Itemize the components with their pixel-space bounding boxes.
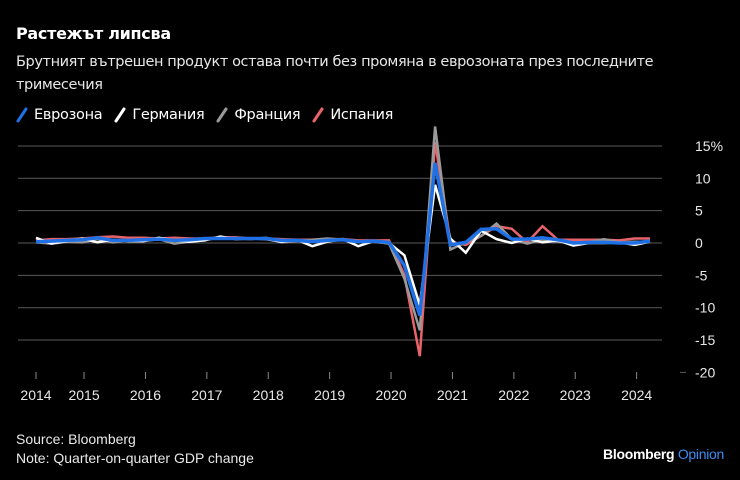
chart-title: Растежът липсва bbox=[16, 24, 171, 43]
y-tick-label: -10 bbox=[695, 300, 715, 316]
germany-line-swatch-icon bbox=[114, 107, 126, 123]
legend-label: Испания bbox=[330, 107, 394, 123]
legend-label: Германия bbox=[132, 107, 205, 123]
legend-item-eurozone: Еврозона bbox=[16, 107, 103, 123]
line-chart-plot: 2014 2015 2016 2017 2018 2019 2020 2021 2022 2023… bbox=[18, 126, 723, 403]
y-tick-label: -20 bbox=[695, 364, 715, 380]
y-tick-label: -15 bbox=[695, 332, 715, 348]
series-line-Франция bbox=[35, 126, 650, 331]
x-tick-label: 2022 bbox=[498, 387, 529, 403]
x-tick-label: 2019 bbox=[314, 387, 345, 403]
x-tick-label: 2023 bbox=[560, 387, 591, 403]
y-tick-label: -5 bbox=[695, 267, 708, 283]
chart-footer: Source: Bloomberg Note: Quarter-on-quart… bbox=[16, 430, 254, 468]
spain-line-swatch-icon bbox=[312, 107, 324, 123]
x-tick-label: 2020 bbox=[375, 387, 406, 403]
y-axis: 15% 10 5 0 -5 -10 -15 -20 bbox=[695, 138, 723, 380]
legend-label: Еврозона bbox=[34, 107, 103, 123]
x-tick-label: 2015 bbox=[68, 387, 99, 403]
legend-item-spain: Испания bbox=[312, 107, 393, 123]
methodology-note: Note: Quarter-on-quarter GDP change bbox=[16, 450, 254, 466]
series-line-Испания bbox=[35, 141, 650, 357]
y-tick-label: 5 bbox=[695, 203, 703, 219]
legend-label: Франция bbox=[234, 107, 301, 123]
brand-section: Opinion bbox=[677, 446, 724, 462]
series-line-Германия bbox=[35, 184, 651, 306]
y-tick-label: 10 bbox=[695, 170, 711, 186]
x-tick-label: 2018 bbox=[253, 387, 284, 403]
france-line-swatch-icon bbox=[216, 107, 228, 123]
chart-subtitle: Брутният вътрешен продукт остава почти б… bbox=[16, 54, 654, 93]
y-gridlines bbox=[18, 145, 686, 373]
series-line-Еврозона bbox=[35, 162, 651, 317]
brand-name: Bloomberg bbox=[603, 446, 675, 462]
x-tick-label: 2024 bbox=[621, 387, 652, 403]
source-note: Source: Bloomberg bbox=[16, 431, 136, 447]
data-lines bbox=[35, 126, 651, 357]
legend-item-germany: Германия bbox=[114, 107, 205, 123]
legend-item-france: Франция bbox=[216, 107, 301, 123]
x-tick-label: 2021 bbox=[437, 387, 468, 403]
brand-logo: Bloomberg Opinion bbox=[603, 446, 724, 462]
eurozone-line-swatch-icon bbox=[16, 107, 28, 123]
y-tick-label: 15% bbox=[695, 138, 723, 154]
x-tick-label: 2014 bbox=[20, 387, 51, 403]
y-tick-label: 0 bbox=[695, 235, 703, 251]
x-tick-label: 2017 bbox=[191, 387, 222, 403]
x-axis: 2014 2015 2016 2017 2018 2019 2020 2021 2022 2023… bbox=[20, 372, 652, 403]
legend: Еврозона Германия Франция Испания bbox=[16, 107, 393, 123]
x-tick-label: 2016 bbox=[130, 387, 161, 403]
